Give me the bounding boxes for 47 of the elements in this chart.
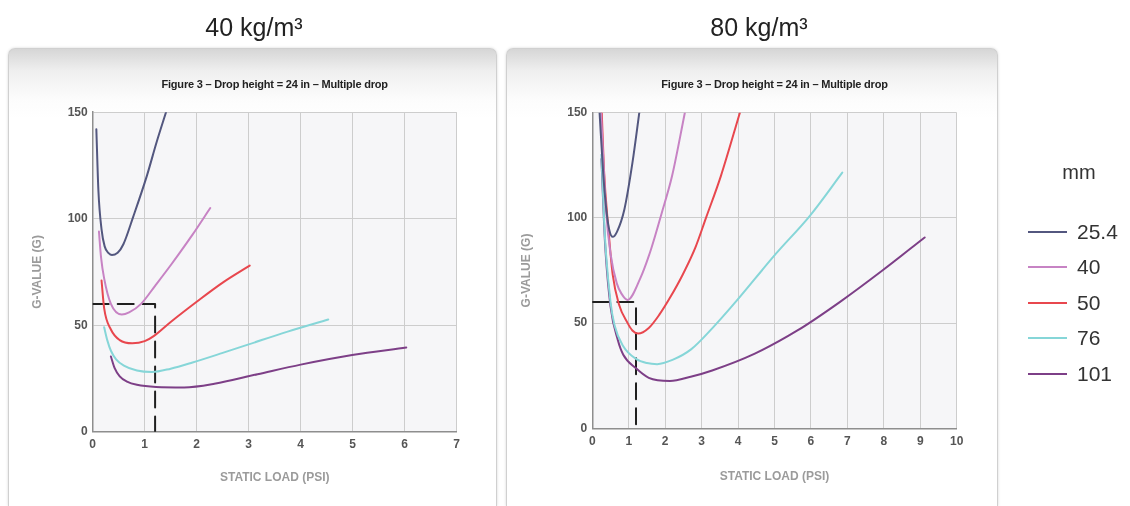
x-tick-label: 4 bbox=[297, 437, 305, 452]
legend-label: 25.4 bbox=[1077, 218, 1118, 245]
line-series bbox=[600, 153, 844, 366]
chart-subtitle: Figure 3 – Drop height = 24 in – Multiple drop bbox=[660, 77, 889, 91]
legend-title: mm bbox=[1061, 160, 1097, 185]
y-tick-label: 150 bbox=[67, 104, 89, 119]
line-series bbox=[100, 264, 251, 345]
x-tick-label: 1 bbox=[141, 437, 149, 452]
y-axis-title: G-VALUE (G) bbox=[30, 235, 45, 309]
x-tick-label: 2 bbox=[193, 437, 201, 452]
y-tick-label: 50 bbox=[573, 315, 588, 330]
x-tick-label: 7 bbox=[453, 437, 461, 452]
line-series bbox=[600, 112, 686, 301]
legend-label: 50 bbox=[1077, 289, 1101, 316]
y-tick-label: 150 bbox=[567, 105, 588, 120]
y-tick-label: 100 bbox=[567, 210, 588, 225]
x-tick-label: 9 bbox=[916, 433, 924, 448]
x-tick-label: 2 bbox=[661, 433, 669, 448]
x-tick-label: 6 bbox=[807, 433, 815, 448]
x-tick-label: 3 bbox=[698, 433, 706, 448]
legend-label: 40 bbox=[1077, 254, 1101, 281]
chart-title: 80 kg/m³ bbox=[710, 12, 808, 43]
x-tick-label: 7 bbox=[844, 433, 852, 448]
x-tick-label: 3 bbox=[245, 437, 253, 452]
x-tick-label: 6 bbox=[401, 437, 409, 452]
line-series bbox=[598, 112, 641, 238]
line-series bbox=[600, 112, 741, 335]
legend-label: 101 bbox=[1077, 360, 1113, 387]
line-series bbox=[109, 346, 408, 389]
chart-subtitle: Figure 3 – Drop height = 24 in – Multiple drop bbox=[160, 77, 389, 91]
y-tick-label: 50 bbox=[74, 317, 89, 332]
y-tick-label: 0 bbox=[580, 420, 588, 435]
line-series bbox=[97, 207, 212, 316]
chart-title: 40 kg/m³ bbox=[205, 12, 303, 43]
line-series bbox=[103, 318, 330, 374]
y-tick-label: 100 bbox=[67, 211, 89, 226]
x-axis-title: STATIC LOAD (PSI) bbox=[219, 470, 330, 485]
x-tick-label: 10 bbox=[950, 433, 964, 448]
y-axis-title: G-VALUE (G) bbox=[519, 233, 534, 308]
legend-label: 76 bbox=[1077, 325, 1101, 352]
x-tick-label: 1 bbox=[625, 433, 633, 448]
x-tick-label: 5 bbox=[771, 433, 779, 448]
line-series bbox=[95, 112, 168, 256]
x-tick-label: 5 bbox=[349, 437, 357, 452]
x-axis-title: STATIC LOAD (PSI) bbox=[719, 469, 830, 484]
x-tick-label: 8 bbox=[880, 433, 888, 448]
x-tick-label: 4 bbox=[734, 433, 742, 448]
